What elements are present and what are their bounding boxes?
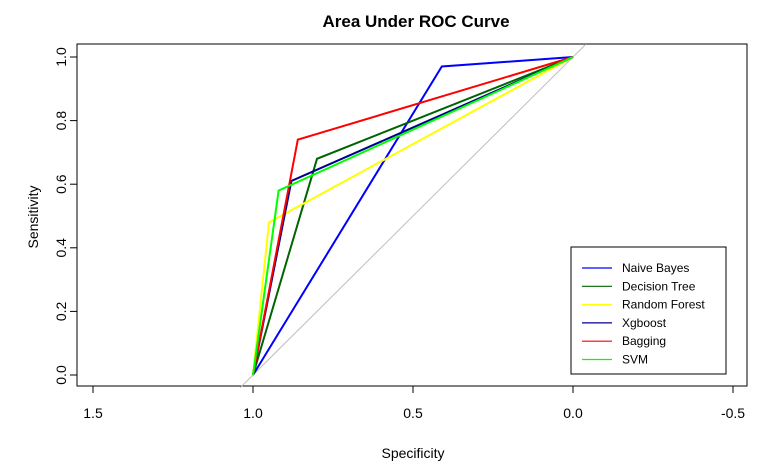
- legend-label-bagging: Bagging: [622, 334, 666, 348]
- legend: Naive Bayes Decision Tree Random Forest Xgb…: [570, 246, 727, 375]
- legend-label-random-forest: Random Forest: [622, 298, 705, 312]
- series-line-naive-bayes: [252, 56, 574, 376]
- x-tick-label: 1.0: [243, 405, 263, 421]
- chart-title: Area Under ROC Curve: [322, 12, 509, 31]
- plot-lines: [239, 43, 587, 389]
- x-axis: 1.5 1.0 0.5 0.0 -0.5: [83, 385, 745, 421]
- reference-diagonal-line: [239, 43, 587, 389]
- y-tick-label: 1.0: [53, 47, 69, 67]
- y-tick-label: 0.8: [53, 111, 69, 131]
- y-tick-label: 0.2: [53, 301, 69, 321]
- x-axis-label: Specificity: [381, 445, 444, 461]
- x-tick-label: 1.5: [83, 405, 103, 421]
- y-tick-label: 0.6: [53, 174, 69, 194]
- series-line-svm: [252, 56, 574, 376]
- legend-label-svm: SVM: [622, 353, 648, 367]
- x-tick-label: 0.0: [563, 405, 583, 421]
- y-tick-label: 0.0: [53, 365, 69, 385]
- series-line-bagging: [252, 56, 574, 376]
- y-axis-label: Sensitivity: [25, 185, 41, 248]
- legend-label-naive-bayes: Naive Bayes: [622, 261, 689, 275]
- series-line-random-forest: [252, 56, 574, 376]
- y-tick-label: 0.4: [53, 238, 69, 258]
- legend-label-decision-tree: Decision Tree: [622, 279, 696, 293]
- y-axis: 0.0 0.2 0.4 0.6 0.8 1.0: [53, 47, 78, 385]
- x-tick-label: 0.5: [403, 405, 423, 421]
- series-line-decision-tree: [252, 56, 574, 376]
- x-tick-label: -0.5: [721, 405, 745, 421]
- legend-label-xgboost: Xgboost: [622, 316, 667, 330]
